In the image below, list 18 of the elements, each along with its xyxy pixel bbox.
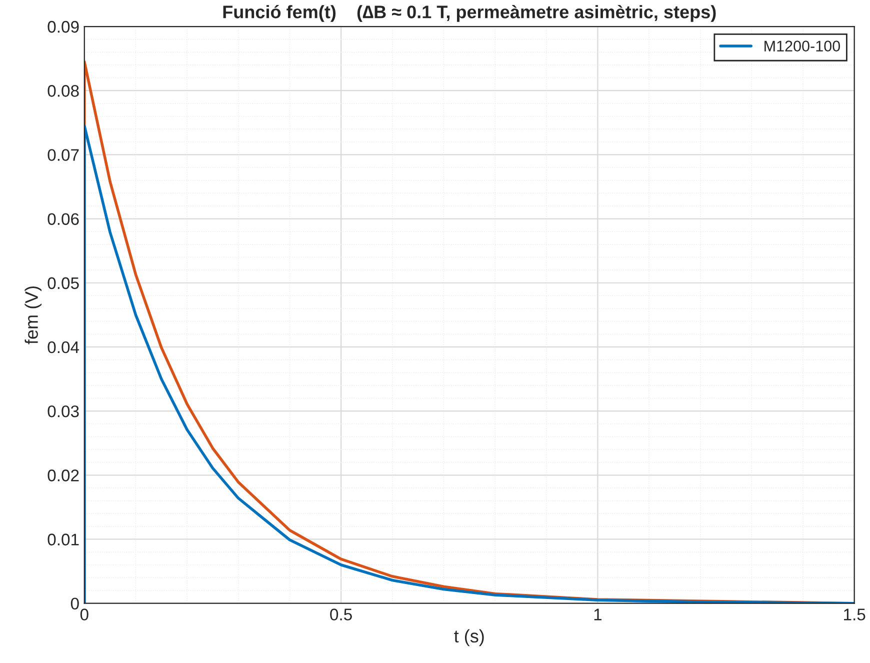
y-tick-label: 0.08 bbox=[48, 85, 79, 97]
y-tick-label: 0.05 bbox=[48, 277, 79, 290]
x-tick-label: 1 bbox=[594, 608, 602, 620]
y-tick-label: 0.04 bbox=[48, 341, 80, 354]
y-tick-label: 0.09 bbox=[48, 20, 79, 33]
y-axis-title: fem (V) bbox=[24, 286, 42, 344]
y-tick-label: 0.06 bbox=[48, 213, 79, 225]
y-tick-label: 0.02 bbox=[48, 470, 79, 482]
x-tick-label: 0.5 bbox=[330, 608, 352, 620]
y-tick-label: 0.01 bbox=[48, 534, 79, 546]
legend-label: M1200-100 bbox=[764, 40, 840, 52]
y-tick-label: 0.03 bbox=[48, 405, 79, 418]
y-tick-label: 0.07 bbox=[48, 149, 79, 161]
x-axis-title: t (s) bbox=[454, 629, 484, 646]
chart-title: Funció fem(t) (∆B ≈ 0.1 T, permeàmetre asimètric, steps) bbox=[223, 4, 716, 22]
x-tick-label: 1.5 bbox=[844, 608, 866, 620]
y-tick-label: 0 bbox=[70, 598, 79, 610]
x-tick-label: 0 bbox=[80, 608, 88, 620]
